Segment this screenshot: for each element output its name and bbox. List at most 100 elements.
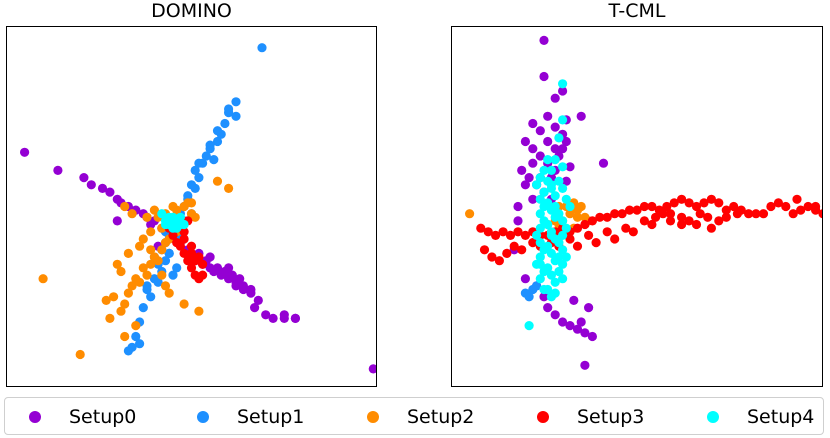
data-point [584,303,594,313]
data-point [543,176,553,186]
data-point [535,238,545,248]
series-setup2 [38,176,234,360]
data-point [186,263,197,273]
data-point [558,79,568,89]
data-point [550,201,560,212]
data-point [532,230,542,240]
data-point [465,209,475,219]
data-point [550,310,560,320]
data-point [97,183,108,193]
data-point [539,35,549,45]
data-point [532,180,542,190]
legend-item-setup0: Setup0 [29,406,136,428]
data-point [558,183,568,193]
data-point [550,122,560,132]
data-point [227,270,237,280]
legend-label: Setup2 [407,406,475,428]
data-point [238,281,248,291]
data-point [587,331,597,342]
data-point [639,201,649,212]
data-point [558,115,568,125]
data-point [109,292,119,302]
data-point [528,118,538,129]
legend-label: Setup0 [69,406,137,428]
data-point [513,201,523,212]
data-point [535,259,545,269]
data-point [546,165,556,175]
data-point [543,303,553,313]
data-point [487,252,497,262]
data-point [168,270,178,280]
data-point [186,248,197,258]
series-setup1 [520,281,542,302]
data-point [539,292,549,302]
data-point [565,234,575,244]
data-point [714,198,724,208]
data-point [796,205,806,215]
data-point [565,209,575,219]
data-point [517,165,527,175]
setup3-marker-icon [537,411,549,423]
data-point [175,241,185,251]
data-point [580,360,590,370]
data-point [628,227,638,237]
data-point [561,252,571,262]
data-point [268,313,278,323]
data-point [539,266,549,277]
data-point [572,223,583,233]
data-point [677,212,687,222]
data-point [168,216,178,226]
data-point [179,299,189,309]
data-point [279,313,289,323]
data-point [691,201,702,212]
data-point [179,248,189,258]
data-point [231,97,241,107]
data-point [190,183,200,193]
data-point [120,201,130,212]
data-point [157,270,167,280]
data-point [561,223,571,233]
data-point [175,219,185,230]
data-point [811,201,821,212]
legend: Setup0 Setup1 Setup2 Setup3 Setup4 [4,397,824,435]
data-point [123,248,133,258]
data-point [610,209,620,219]
data-point [580,219,590,230]
data-point [483,227,493,237]
data-point [146,245,156,255]
data-point [224,263,234,273]
data-point [684,216,694,226]
data-point [558,86,568,96]
data-point [168,201,178,212]
data-point [160,281,171,291]
data-point [194,173,204,183]
data-point [524,173,534,183]
data-point [257,43,267,53]
data-point [695,209,705,219]
data-point [558,144,568,154]
data-point [554,176,564,186]
data-point [543,155,553,165]
data-point [123,346,133,356]
data-point [175,212,185,222]
data-point [647,201,657,212]
data-point [116,306,126,316]
data-point [572,241,583,251]
legend-label: Setup4 [747,406,815,428]
data-point [528,284,538,295]
data-point [190,212,200,222]
data-point [198,259,208,269]
data-point [584,230,594,240]
data-point [220,118,230,129]
data-point [721,212,731,222]
data-point [558,162,568,172]
data-point [558,274,568,284]
data-point [142,212,152,222]
data-point [565,201,575,212]
data-point [164,288,174,298]
data-point [131,331,141,342]
data-point [505,230,516,240]
data-point [476,223,486,233]
data-point [535,223,545,233]
data-point [138,234,148,244]
